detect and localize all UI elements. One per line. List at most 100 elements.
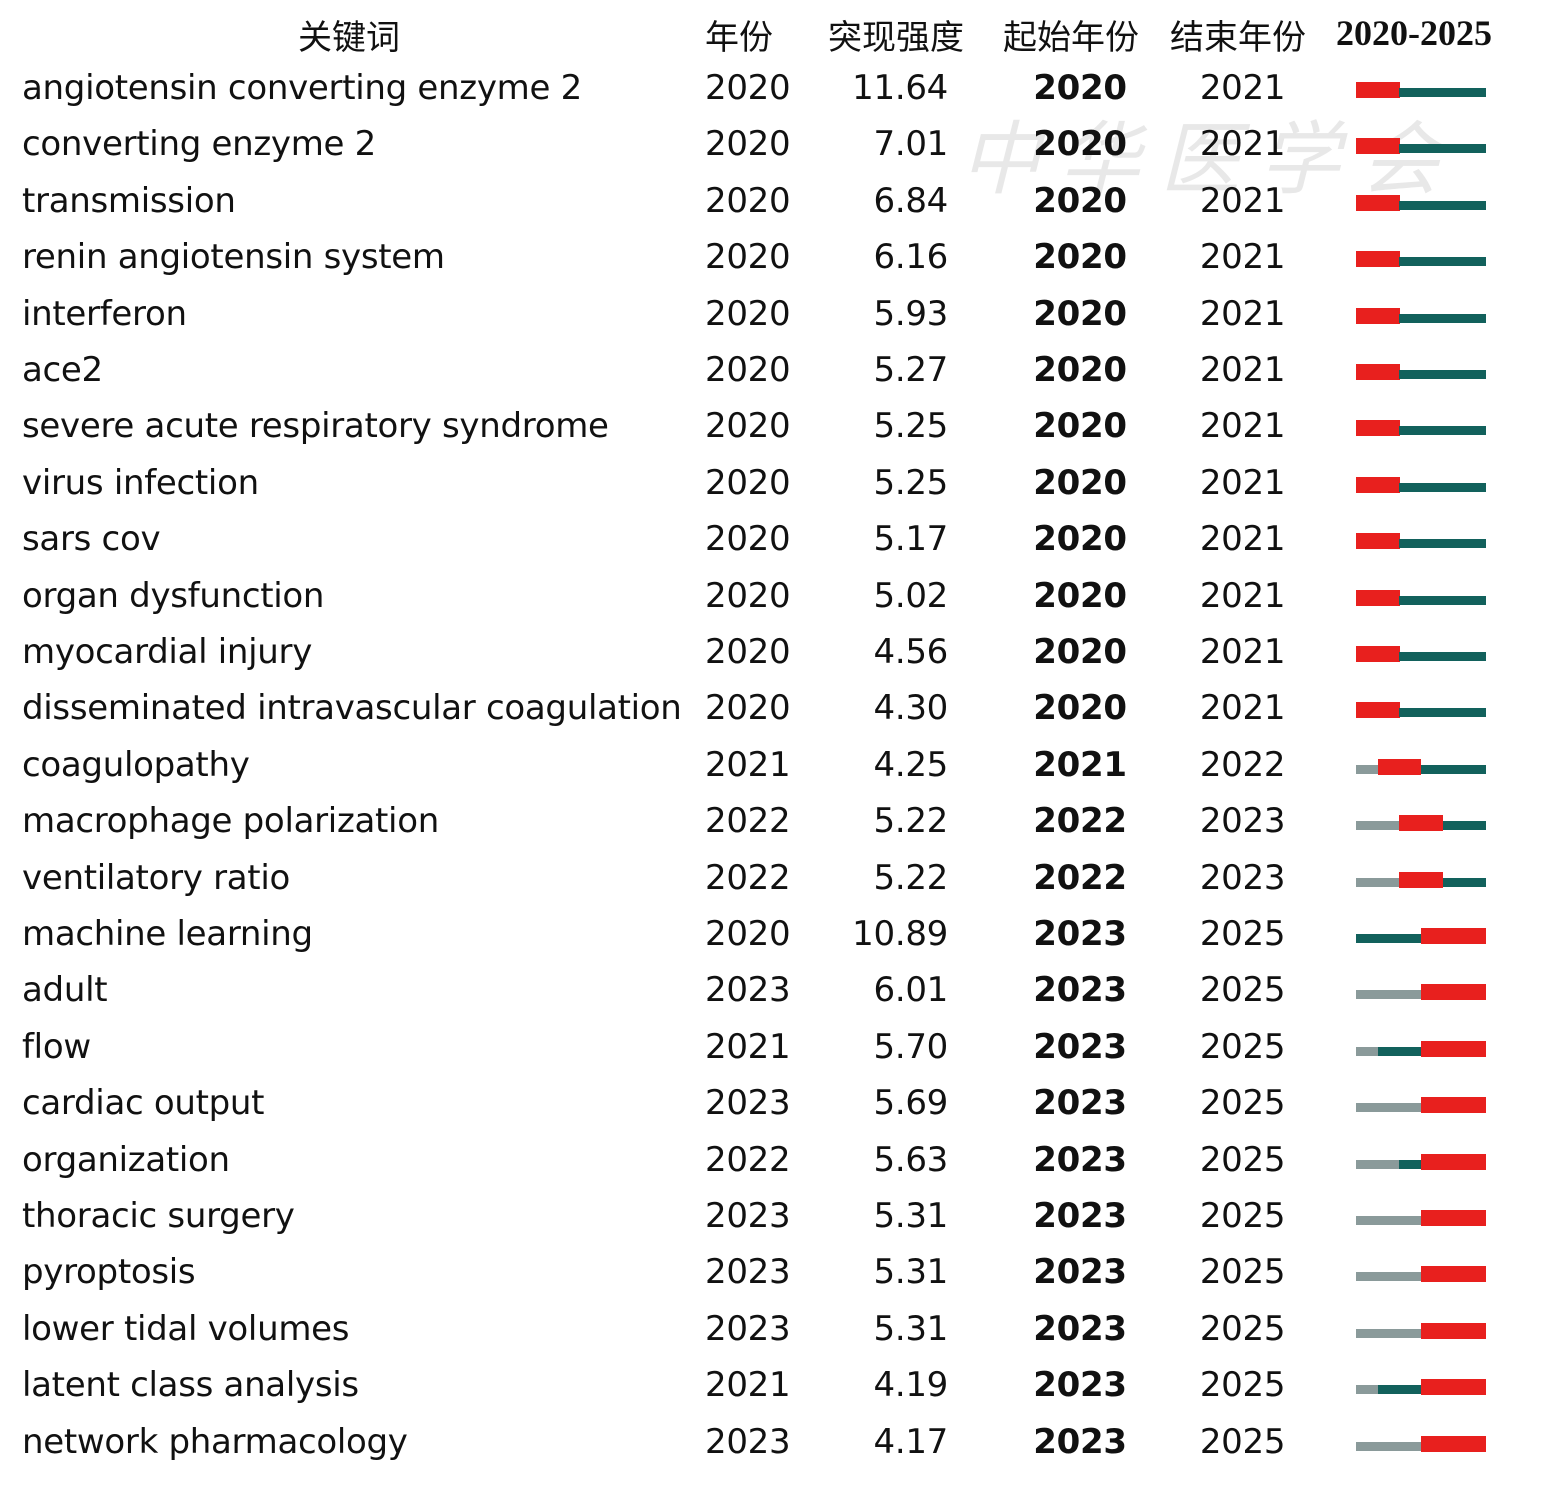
end-cell: 2025 xyxy=(1199,1252,1286,1293)
burst-segment xyxy=(1464,984,1487,1001)
burst-segment xyxy=(1377,420,1400,437)
active-segment xyxy=(1421,370,1444,379)
active-segment xyxy=(1464,708,1487,718)
end-cell: 2021 xyxy=(1199,350,1286,390)
end-cell: 2021 xyxy=(1199,632,1286,672)
burst-segment xyxy=(1464,1097,1487,1114)
strength-cell: 6.16 xyxy=(873,237,948,278)
keyword-cell: macrophage polarization xyxy=(22,801,439,842)
table-row: machine learning 2020 10.89 2023 2025 xyxy=(0,906,1549,962)
strength-cell: 6.01 xyxy=(873,970,948,1011)
begin-cell: 2020 xyxy=(1033,350,1127,390)
burst-timeline xyxy=(1356,398,1487,454)
active-segment xyxy=(1377,1385,1400,1395)
year-cell: 2020 xyxy=(705,293,791,334)
year-cell: 2021 xyxy=(705,744,791,785)
active-segment xyxy=(1421,652,1444,661)
begin-cell: 2023 xyxy=(1033,1139,1127,1180)
keyword-cell: flow xyxy=(22,1026,91,1067)
strength-cell: 4.56 xyxy=(873,632,948,672)
end-cell: 2021 xyxy=(1199,237,1286,278)
begin-cell: 2023 xyxy=(1033,1308,1127,1349)
table-row: coagulopathy 2021 4.25 2021 2022 xyxy=(0,737,1549,793)
inactive-segment xyxy=(1377,877,1400,887)
begin-cell: 2021 xyxy=(1033,744,1127,785)
burst-timeline xyxy=(1356,624,1487,680)
inactive-segment xyxy=(1399,1216,1422,1225)
inactive-segment xyxy=(1399,1272,1422,1282)
end-cell: 2021 xyxy=(1199,180,1286,221)
keyword-cell: organization xyxy=(22,1139,230,1180)
burst-segment xyxy=(1377,364,1400,380)
year-cell: 2020 xyxy=(705,350,791,390)
active-segment xyxy=(1442,708,1465,718)
keyword-cell: disseminated intravascular coagulation xyxy=(22,688,682,729)
year-cell: 2023 xyxy=(705,1421,791,1462)
header-end: 结束年份 xyxy=(1170,18,1306,58)
burst-segment xyxy=(1356,364,1379,380)
burst-segment xyxy=(1356,307,1379,324)
burst-segment xyxy=(1421,815,1444,832)
burst-segment xyxy=(1377,646,1400,662)
active-segment xyxy=(1464,595,1487,605)
burst-segment xyxy=(1464,1379,1487,1396)
year-cell: 2023 xyxy=(705,1308,791,1349)
end-cell: 2025 xyxy=(1199,1365,1286,1406)
end-cell: 2025 xyxy=(1199,1308,1286,1349)
strength-cell: 4.25 xyxy=(873,744,948,785)
keyword-cell: converting enzyme 2 xyxy=(22,124,376,165)
inactive-segment xyxy=(1377,821,1400,831)
table-row: angiotensin converting enzyme 2 2020 11.64… xyxy=(0,60,1549,116)
burst-segment xyxy=(1421,984,1444,1001)
end-cell: 2025 xyxy=(1199,1196,1286,1236)
year-cell: 2020 xyxy=(705,180,791,221)
end-cell: 2025 xyxy=(1199,1421,1286,1462)
end-cell: 2025 xyxy=(1199,1026,1286,1067)
inactive-segment xyxy=(1377,1216,1400,1225)
header-year: 年份 xyxy=(705,18,773,58)
keyword-cell: transmission xyxy=(22,180,236,221)
table-row: disseminated intravascular coagulation 20… xyxy=(0,680,1549,736)
active-segment xyxy=(1464,821,1487,831)
begin-cell: 2020 xyxy=(1033,237,1127,278)
active-segment xyxy=(1464,200,1487,210)
active-segment xyxy=(1399,200,1422,210)
active-segment xyxy=(1442,144,1465,154)
active-segment xyxy=(1442,200,1465,210)
active-segment xyxy=(1464,652,1487,661)
burst-segment xyxy=(1399,815,1422,832)
burst-segment xyxy=(1421,1040,1444,1057)
keyword-cell: virus infection xyxy=(22,462,259,503)
burst-segment xyxy=(1464,1435,1487,1452)
burst-segment xyxy=(1356,589,1379,606)
active-segment xyxy=(1464,539,1487,549)
active-segment xyxy=(1421,88,1444,97)
active-segment xyxy=(1442,595,1465,605)
active-segment xyxy=(1442,652,1465,661)
inactive-segment xyxy=(1377,1441,1400,1451)
burst-segment xyxy=(1377,194,1400,211)
year-cell: 2020 xyxy=(705,406,791,447)
table-row: renin angiotensin system 2020 6.16 2020 2021 xyxy=(0,229,1549,285)
burst-segment xyxy=(1421,1210,1444,1226)
active-segment xyxy=(1442,426,1465,436)
active-segment xyxy=(1421,426,1444,436)
burst-segment xyxy=(1442,928,1465,944)
year-cell: 2020 xyxy=(705,575,791,616)
strength-cell: 5.22 xyxy=(873,857,948,898)
end-cell: 2025 xyxy=(1199,970,1286,1011)
year-cell: 2020 xyxy=(705,68,791,108)
burst-timeline xyxy=(1356,1132,1487,1188)
burst-timeline xyxy=(1356,1414,1487,1470)
keyword-cell: pyroptosis xyxy=(22,1252,196,1293)
active-segment xyxy=(1464,370,1487,379)
burst-segment xyxy=(1377,138,1400,155)
year-cell: 2022 xyxy=(705,857,791,898)
inactive-segment xyxy=(1377,990,1400,1000)
burst-timeline xyxy=(1356,1301,1487,1357)
strength-cell: 5.17 xyxy=(873,519,948,560)
burst-segment xyxy=(1356,138,1379,155)
burst-segment xyxy=(1377,702,1400,719)
table-row: severe acute respiratory syndrome 2020 5.2… xyxy=(0,398,1549,454)
